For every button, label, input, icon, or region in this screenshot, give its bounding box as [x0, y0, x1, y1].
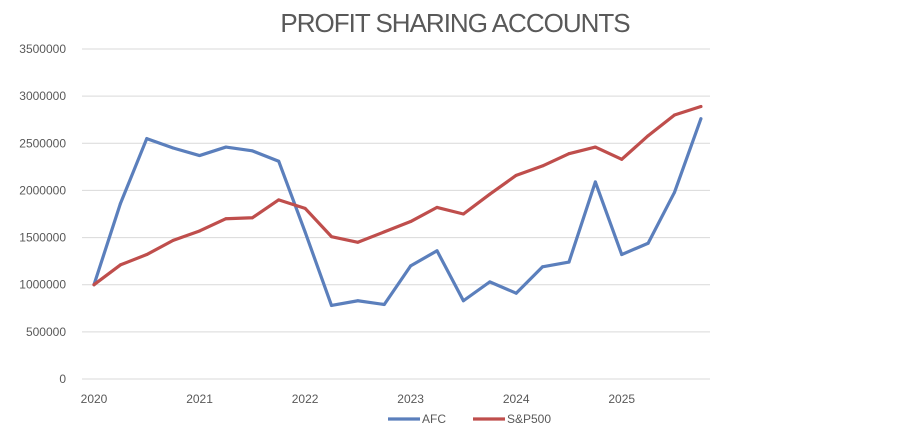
data-point — [382, 303, 386, 307]
data-point — [409, 220, 413, 224]
y-tick-label: 0 — [59, 372, 66, 386]
y-tick-label: 3500000 — [19, 42, 66, 56]
data-point — [329, 235, 333, 239]
data-point — [329, 303, 333, 307]
data-point — [673, 190, 677, 194]
chart-title: PROFIT SHARING ACCOUNTS — [280, 8, 630, 38]
x-tick-label: 2020 — [81, 392, 108, 406]
data-point — [382, 230, 386, 234]
data-point — [250, 216, 254, 220]
data-point — [646, 134, 650, 138]
data-point — [567, 152, 571, 156]
y-tick-label: 1000000 — [19, 278, 66, 292]
data-point — [303, 230, 307, 234]
x-tick-label: 2021 — [186, 392, 213, 406]
data-point — [541, 265, 545, 269]
data-point — [593, 180, 597, 184]
data-point — [488, 192, 492, 196]
data-point — [198, 154, 202, 158]
legend-label: S&P500 — [507, 412, 551, 426]
series-lines — [92, 104, 703, 308]
y-tick-label: 2000000 — [19, 183, 66, 197]
data-point — [277, 198, 281, 202]
data-point — [250, 149, 254, 153]
x-tick-label: 2022 — [292, 392, 319, 406]
data-point — [620, 157, 624, 161]
data-point — [514, 291, 518, 295]
data-point — [461, 299, 465, 303]
data-point — [303, 206, 307, 210]
data-point — [541, 164, 545, 168]
data-point — [198, 229, 202, 233]
data-point — [224, 145, 228, 149]
series-afc — [92, 117, 703, 308]
x-tick-label: 2023 — [397, 392, 424, 406]
data-point — [567, 260, 571, 264]
data-point — [673, 113, 677, 117]
x-tick-label: 2024 — [503, 392, 530, 406]
data-point — [277, 159, 281, 163]
legend-label: AFC — [422, 412, 446, 426]
data-point — [461, 212, 465, 216]
legend-item: S&P500 — [473, 412, 551, 426]
data-point — [435, 249, 439, 253]
data-point — [171, 238, 175, 242]
x-axis-ticks: 2020 2021 2022 2023 2024 2025 — [81, 392, 636, 406]
data-point — [593, 145, 597, 149]
data-point — [145, 137, 149, 141]
data-point — [620, 253, 624, 257]
data-point — [699, 105, 703, 109]
data-point — [356, 240, 360, 244]
data-point — [224, 217, 228, 221]
data-point — [145, 253, 149, 257]
series-line — [92, 104, 703, 287]
series-line — [92, 117, 703, 308]
data-point — [356, 299, 360, 303]
data-point — [118, 263, 122, 267]
data-point — [699, 117, 703, 121]
y-tick-label: 1500000 — [19, 231, 66, 245]
data-point — [646, 241, 650, 245]
data-point — [435, 205, 439, 209]
legend: AFC S&P500 — [388, 412, 551, 426]
data-point — [514, 173, 518, 177]
y-tick-label: 2500000 — [19, 136, 66, 150]
data-point — [409, 264, 413, 268]
x-tick-label: 2025 — [608, 392, 635, 406]
data-point — [92, 283, 96, 287]
legend-item: AFC — [388, 412, 446, 426]
series-s-p500 — [92, 104, 703, 287]
data-point — [118, 202, 122, 206]
y-tick-label: 3000000 — [19, 89, 66, 103]
data-point — [488, 280, 492, 284]
y-tick-label: 500000 — [26, 325, 66, 339]
y-axis-ticks: 0 500000 1000000 1500000 2000000 2500000 30000… — [19, 42, 66, 386]
data-point — [171, 146, 175, 150]
gridlines — [82, 48, 710, 380]
